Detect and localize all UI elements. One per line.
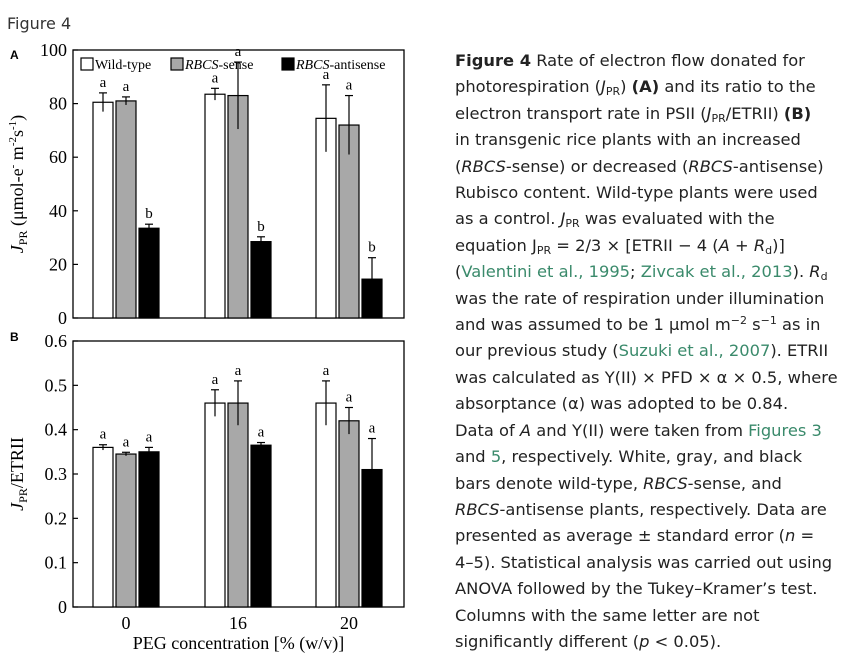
significance-letter: a <box>212 372 219 388</box>
bar-A-s0-c1 <box>204 93 226 319</box>
y-tick-label: 0.2 <box>45 508 68 528</box>
significance-letter: a <box>212 70 219 86</box>
x-axis-label: PEG concentration [% (w/v)] <box>133 633 344 654</box>
panel-letter-A: A <box>10 48 19 62</box>
panel-letter-B: B <box>10 330 19 344</box>
legend-label-1: RBCS-sense <box>184 58 253 73</box>
y-tick-label: 20 <box>49 254 67 274</box>
significance-letter: a <box>369 421 376 437</box>
caption-line-4: in transgenic rice plants with an increa… <box>455 130 801 150</box>
legend-label-0: Wild-type <box>95 58 151 73</box>
bar-B-s2-c0 <box>138 451 160 608</box>
bar-A-s2-c1 <box>250 241 272 319</box>
caption-line-12: our previous study (Suzuki et al., 2007)… <box>455 341 829 361</box>
caption-line-23: significantly different (p < 0.05). <box>455 631 722 651</box>
x-tick-label: 16 <box>229 613 247 633</box>
citation-link-valentini[interactable]: Valentini et al., 1995 <box>461 262 631 282</box>
y-tick-label: 0 <box>58 308 67 328</box>
significance-letter: b <box>145 206 153 222</box>
bar-B-s1-c1 <box>227 402 249 608</box>
caption-line-8: equation JPR = 2/3 × [ETRII − 4 (A + Rd)… <box>455 235 785 257</box>
y-tick-label: 60 <box>49 147 67 167</box>
caption-line-22: Columns with the same letter are not <box>455 605 760 625</box>
significance-letter: a <box>258 425 265 441</box>
significance-letter: a <box>100 75 107 91</box>
bar-A-s2-c0 <box>138 227 160 319</box>
significance-letter: a <box>146 429 153 445</box>
citation-link-zivcak[interactable]: Zivcak et al., 2013 <box>640 262 793 282</box>
bar-B-s0-c0 <box>92 446 114 608</box>
caption-line-19: presented as average ± standard error (n… <box>455 526 815 546</box>
legend-swatch-1 <box>170 57 184 71</box>
caption-line-7: as a control. JPR was evaluated with the <box>455 209 775 231</box>
caption-line-6: Rubisco content. Wild-type plants were u… <box>455 183 818 203</box>
caption-line-11: and was assumed to be 1 μmol m−2 s−1 as … <box>455 314 821 335</box>
y-tick-label: 0.5 <box>45 375 68 395</box>
bar-A-s0-c0 <box>92 101 114 319</box>
bar-B-s2-c1 <box>250 444 272 608</box>
caption-line-14: absorptance (α) was adopted to be 0.84. <box>455 394 789 414</box>
significance-letter: a <box>235 44 242 60</box>
significance-letter: a <box>346 78 353 94</box>
caption-line-18: RBCS-antisense plants, respectively. Dat… <box>455 499 827 519</box>
caption-line-13: was calculated as Y(II) × PFD × α × 0.5,… <box>455 367 838 387</box>
bar-A-s1-c0 <box>115 100 137 319</box>
x-tick-label: 20 <box>340 613 358 633</box>
significance-letter: a <box>323 67 330 83</box>
y-tick-label: 100 <box>40 40 67 60</box>
legend-swatch-2 <box>281 57 295 71</box>
caption-line-10: was the rate of respiration under illumi… <box>455 288 825 308</box>
caption-line-5: (RBCS-sense) or decreased (RBCS-antisens… <box>455 156 824 176</box>
significance-letter: a <box>323 363 330 379</box>
y-tick-label: 80 <box>49 94 67 114</box>
citation-link-suzuki[interactable]: Suzuki et al., 2007 <box>618 341 771 361</box>
bar-B-s0-c2 <box>315 402 337 608</box>
significance-letter: a <box>346 390 353 406</box>
significance-letter: b <box>368 240 376 256</box>
bar-B-s1-c0 <box>115 453 137 608</box>
y-axis-label-A: JPR (μmol-e- m-2s-1) <box>7 115 30 253</box>
y-tick-label: 0.1 <box>45 553 68 573</box>
significance-letter: a <box>123 434 130 450</box>
y-tick-label: 0.4 <box>45 420 68 440</box>
significance-letter: a <box>100 427 107 443</box>
caption-title: Figure 4 <box>455 51 532 70</box>
significance-letter: a <box>123 79 130 95</box>
bar-B-s1-c2 <box>338 420 360 608</box>
bar-B-s0-c1 <box>204 402 226 608</box>
caption-line-9: (Valentini et al., 1995; Zivcak et al., … <box>455 262 828 284</box>
caption-line-2: photorespiration (JPR) (A) and its ratio… <box>455 77 816 99</box>
legend-label-2: RBCS-antisense <box>295 58 385 73</box>
legend-swatch-0 <box>80 57 94 71</box>
figure-link-5[interactable]: 5 <box>490 447 502 467</box>
y-tick-label: 0.6 <box>45 331 68 351</box>
significance-letter: a <box>235 363 242 379</box>
figure-link-3[interactable]: Figures 3 <box>748 420 822 440</box>
figure-caption: Figure 4 Rate of electron flow donated f… <box>455 48 855 655</box>
y-tick-label: 0.3 <box>45 464 68 484</box>
significance-letter: b <box>257 219 265 235</box>
y-axis-label-B: JPR/ETRII <box>7 437 30 511</box>
caption-line-16: and 5, respectively. White, gray, and bl… <box>455 447 803 467</box>
caption-line-17: bars denote wild-type, RBCS-sense, and <box>455 473 782 493</box>
x-tick-label: 0 <box>122 613 131 633</box>
caption-line-20: 4–5). Statistical analysis was carried o… <box>455 552 833 572</box>
caption-line-21: ANOVA followed by the Tukey–Kramer’s tes… <box>455 579 818 599</box>
caption-line-3: electron transport rate in PSII (JPR/ETR… <box>455 103 812 125</box>
y-tick-label: 0 <box>58 597 67 617</box>
figure-label: Figure 4 <box>7 14 72 33</box>
caption-line-1: Figure 4 Rate of electron flow donated f… <box>455 51 805 70</box>
y-tick-label: 40 <box>49 201 67 221</box>
caption-line-15: Data of A and Y(II) were taken from Figu… <box>455 420 822 440</box>
